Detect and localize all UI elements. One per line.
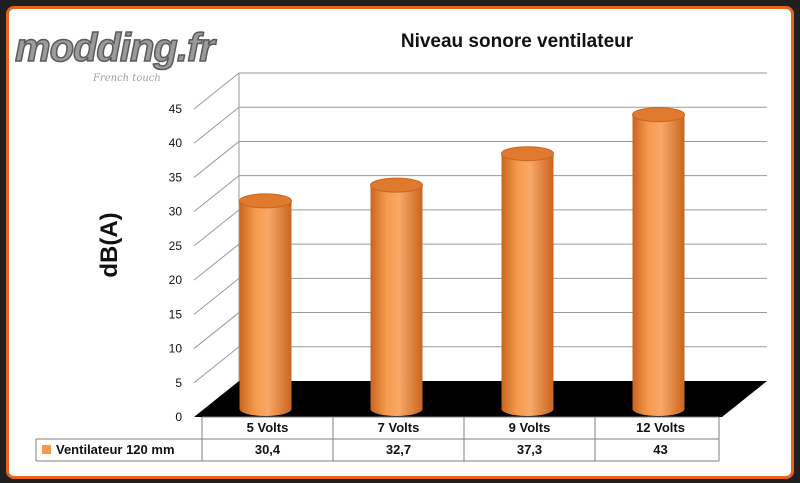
- legend-swatch: [42, 445, 51, 454]
- x-tick-label: 7 Volts: [378, 420, 420, 435]
- bar-top: [632, 107, 685, 123]
- y-tick-label: 10: [169, 342, 183, 356]
- gridline-diagonal: [193, 346, 240, 384]
- gridline-diagonal: [193, 72, 240, 110]
- data-label: 30,4: [255, 442, 281, 457]
- bar-top: [239, 193, 292, 209]
- y-tick-label: 45: [169, 102, 183, 116]
- x-tick-label: 12 Volts: [636, 420, 685, 435]
- chart-panel: modding.fr French touch 0 5 10 15 20 25 30 35 40…: [6, 6, 794, 479]
- y-tick-label: 20: [169, 273, 183, 287]
- gridline-diagonal: [193, 141, 240, 178]
- y-tick-label: 25: [169, 239, 183, 253]
- y-tick-label: 5: [175, 376, 182, 390]
- gridline-diagonal: [193, 277, 240, 315]
- bar-7-volts: [370, 177, 423, 417]
- y-tick-label: 40: [169, 136, 183, 150]
- chart-title: Niveau sonore ventilateur: [401, 31, 634, 52]
- logo-text: modding.fr: [15, 26, 217, 70]
- y-tick-label: 30: [169, 205, 183, 219]
- data-label: 43: [653, 442, 667, 457]
- gridline-diagonal: [193, 175, 240, 213]
- modding-logo: modding.fr French touch: [14, 25, 219, 84]
- y-tick-label: 15: [169, 307, 183, 321]
- chart-floor: [194, 381, 767, 417]
- bar-5-volts: [239, 193, 292, 417]
- bar-body: [239, 200, 292, 417]
- y-tick-label: 35: [169, 170, 183, 184]
- y-axis-ticks: 0 5 10 15 20 25 30 35 40 45: [169, 102, 183, 424]
- bar-chart: 0 5 10 15 20 25 30 35 40 45 5 Volts 30,4 7 Volts 32,…: [35, 31, 767, 462]
- x-tick-label: 5 Volts: [247, 420, 289, 435]
- gridline-diagonal: [193, 312, 240, 349]
- gridline-diagonal: [193, 106, 240, 144]
- y-axis-label: dB(A): [96, 212, 123, 277]
- y-tick-label: 0: [175, 410, 182, 424]
- bar-9-volts: [501, 146, 554, 417]
- logo-tagline: French touch: [92, 73, 161, 84]
- data-table: 5 Volts 30,4 7 Volts 32,7 9 Volts 37,3 12 Volt…: [35, 416, 720, 462]
- bar-12-volts: [632, 107, 685, 417]
- data-label: 37,3: [517, 442, 542, 457]
- bar-body: [632, 114, 685, 417]
- bar-series: [239, 107, 685, 417]
- bar-body: [370, 185, 423, 417]
- gridline-diagonal: [193, 243, 240, 281]
- legend-label: Ventilateur 120 mm: [56, 442, 175, 457]
- bar-top: [370, 177, 423, 193]
- data-label: 32,7: [386, 442, 411, 457]
- bar-top: [501, 146, 554, 162]
- floor-shape: [194, 381, 767, 417]
- x-tick-label: 9 Volts: [509, 420, 551, 435]
- bar-body: [501, 153, 554, 417]
- gridline-diagonal: [193, 209, 240, 247]
